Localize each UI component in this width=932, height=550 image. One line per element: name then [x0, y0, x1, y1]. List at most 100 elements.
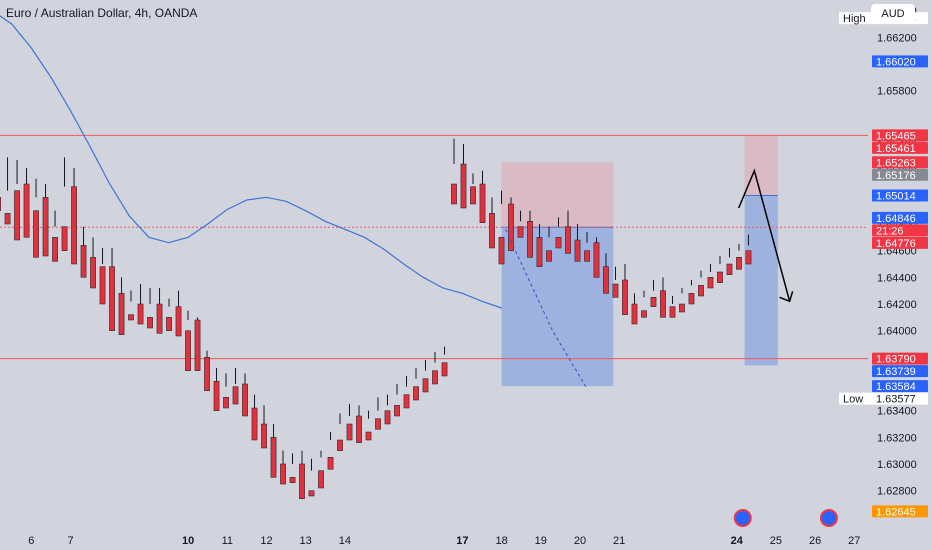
candle-body — [327, 457, 334, 470]
price-axis — [868, 0, 932, 550]
candle-body — [356, 415, 362, 443]
candle-body — [270, 437, 277, 478]
price-label-text: 1.64776 — [876, 238, 916, 250]
candle-body — [80, 245, 87, 278]
candle-body — [403, 394, 410, 409]
price-label-red — [872, 156, 928, 169]
candle-body — [508, 203, 514, 251]
candle-body — [118, 293, 125, 335]
candle-body — [375, 418, 381, 430]
y-tick-label: 1.63200 — [877, 432, 917, 444]
price-label-time — [872, 224, 928, 237]
candle-body — [204, 357, 210, 391]
candle-body — [299, 463, 305, 499]
price-label-text: 1.63739 — [876, 366, 916, 378]
y-tick-label: 1.63400 — [877, 406, 917, 418]
candle-body — [451, 183, 457, 205]
price-label-text: 1.64846 — [876, 213, 916, 225]
forecast-arrow — [737, 168, 791, 302]
candle-body — [52, 237, 58, 262]
candle-body — [394, 405, 400, 417]
candle-body — [593, 242, 600, 278]
x-tick-label: 17 — [456, 535, 468, 547]
price-label-red — [872, 352, 928, 365]
price-label-red — [872, 236, 928, 249]
price-label-prefix: Low — [843, 394, 863, 406]
price-label-blue — [872, 380, 928, 393]
candle-body — [603, 266, 609, 294]
x-tick-label: 14 — [339, 535, 351, 547]
arrow-head — [779, 291, 794, 303]
candle-body — [622, 279, 628, 315]
price-label-text: 1.65465 — [876, 130, 916, 142]
candle-body — [33, 210, 39, 258]
x-tick-label: 12 — [260, 535, 272, 547]
y-tick-label: 1.66200 — [877, 32, 917, 44]
candle-body — [470, 186, 476, 205]
stop-zone — [501, 162, 614, 228]
y-tick-label: 1.63000 — [877, 459, 917, 471]
candle-body — [479, 183, 486, 223]
x-tick-label: 11 — [222, 535, 233, 547]
x-tick-label: 19 — [535, 535, 547, 547]
price-label-blue — [872, 189, 928, 202]
candle-body — [42, 197, 49, 257]
candle-body — [99, 266, 106, 305]
candle-body — [736, 257, 742, 270]
candle-body — [441, 362, 448, 377]
price-label-low — [839, 392, 928, 405]
candle-body — [175, 306, 182, 337]
x-tick-label: 25 — [770, 535, 782, 547]
dashed-path — [505, 229, 587, 387]
currency-selector[interactable]: AUD — [871, 4, 915, 24]
candle-body — [337, 439, 343, 451]
candle-body — [147, 317, 153, 329]
price-label-blue — [872, 211, 928, 224]
candle-body — [574, 239, 581, 262]
candle-body — [707, 277, 714, 289]
x-tick-label: 13 — [300, 535, 312, 547]
price-label-text: 1.65014 — [876, 190, 916, 202]
x-tick-label: 27 — [848, 535, 860, 547]
candle-body — [223, 397, 229, 409]
price-label-text: 1.65176 — [876, 170, 916, 182]
price-label-blue — [872, 365, 928, 378]
candle-body — [546, 250, 552, 262]
candle-body — [660, 290, 666, 318]
candle-body — [536, 237, 543, 267]
candle-body — [346, 423, 353, 441]
candle-body — [726, 263, 733, 275]
candle-body — [650, 297, 657, 307]
price-label-text: 21:26 — [876, 225, 904, 237]
candle-body — [517, 226, 524, 238]
candle-body — [289, 477, 296, 483]
candle-body — [166, 317, 172, 331]
candle-body — [565, 226, 571, 254]
price-label-orange — [872, 505, 928, 518]
price-label-text: 1.65263 — [876, 157, 916, 169]
candle-body — [460, 163, 467, 209]
candle-body — [242, 383, 248, 417]
x-tick-label: 21 — [613, 535, 625, 547]
candle-body — [422, 378, 429, 393]
x-tick-label: 6 — [28, 535, 34, 547]
economic-event-icon — [819, 509, 838, 527]
y-tick-label: 1.64000 — [877, 326, 917, 338]
price-label-text: 1.63584 — [876, 381, 916, 393]
price-label-text: 1.66020 — [876, 56, 916, 68]
candle-body — [745, 250, 752, 265]
candle-body — [527, 221, 533, 258]
candle-body — [251, 407, 258, 441]
chart-title: Euro / Australian Dollar, 4h, OANDA — [6, 6, 198, 20]
x-tick-label: 7 — [67, 535, 73, 547]
price-label-blue — [872, 55, 928, 68]
candle-body — [156, 303, 163, 334]
candle-body — [717, 271, 723, 283]
target-zone — [744, 195, 778, 366]
price-label-prefix: High — [843, 13, 866, 25]
x-tick-label: 24 — [731, 535, 744, 547]
price-label-text: 1.62645 — [876, 506, 916, 518]
candle-body — [498, 237, 505, 265]
candle-body — [90, 257, 96, 289]
